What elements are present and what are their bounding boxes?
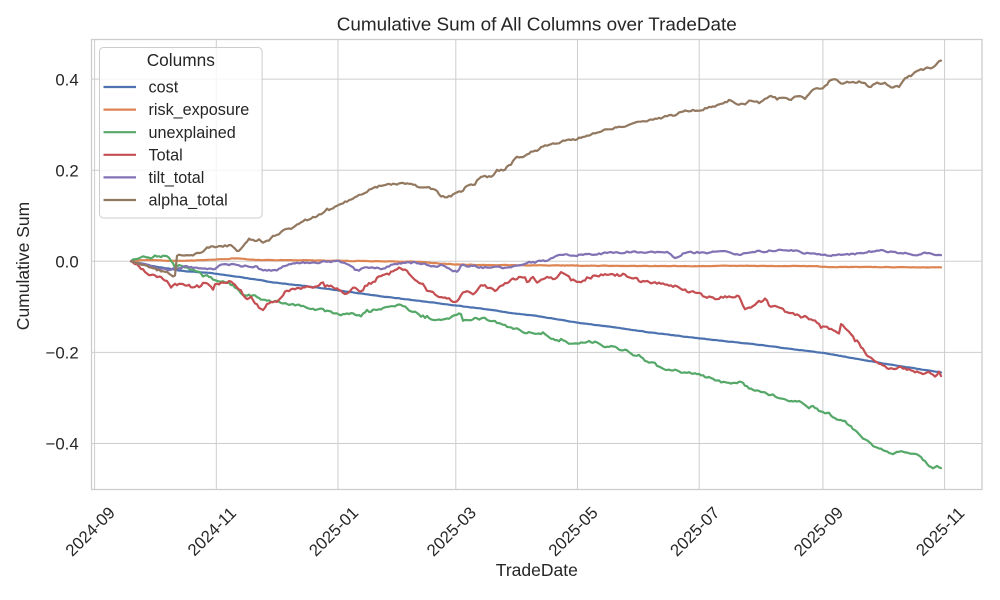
svg-text:Columns: Columns — [147, 50, 216, 70]
svg-text:tilt_total: tilt_total — [149, 169, 205, 187]
svg-text:Total: Total — [149, 146, 183, 164]
svg-text:risk_exposure: risk_exposure — [149, 101, 250, 119]
svg-text:0.2: 0.2 — [55, 161, 78, 180]
svg-text:−0.2: −0.2 — [46, 344, 79, 363]
svg-text:cost: cost — [149, 79, 179, 97]
svg-text:Cumulative Sum of All Columns: Cumulative Sum of All Columns over Trade… — [337, 15, 737, 36]
svg-text:−0.4: −0.4 — [46, 435, 79, 454]
svg-text:0.4: 0.4 — [55, 70, 78, 89]
svg-text:0.0: 0.0 — [55, 253, 78, 272]
svg-text:unexplained: unexplained — [149, 124, 236, 142]
svg-text:alpha_total: alpha_total — [149, 192, 228, 210]
svg-text:TradeDate: TradeDate — [496, 560, 578, 580]
svg-text:Cumulative Sum: Cumulative Sum — [13, 202, 33, 330]
